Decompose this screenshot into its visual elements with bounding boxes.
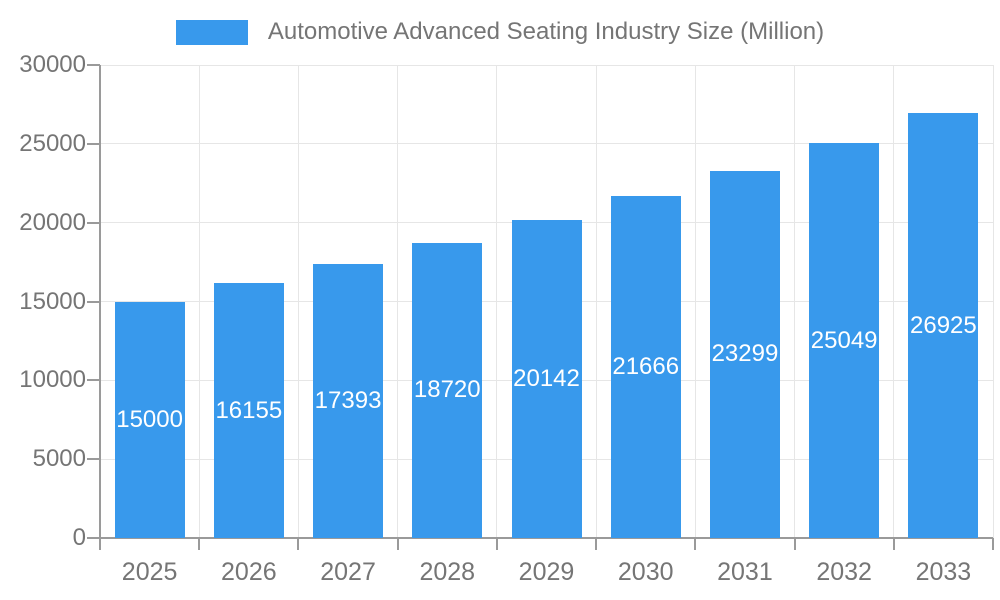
bar-2027[interactable]: 17393: [313, 263, 384, 538]
gridline-vertical: [198, 65, 200, 538]
y-tick-label: 15000: [19, 287, 86, 315]
legend-item[interactable]: Automotive Advanced Seating Industry Siz…: [0, 18, 1000, 46]
gridline-vertical: [794, 65, 796, 538]
bar-2026[interactable]: 16155: [213, 283, 284, 538]
gridline-vertical: [893, 65, 895, 538]
bar-value-label: 25049: [810, 326, 878, 354]
x-tick-label: 2032: [816, 558, 872, 586]
x-axis-tick: [892, 538, 895, 550]
x-tick-label: 2033: [915, 558, 972, 586]
gridline-vertical: [595, 65, 597, 538]
x-tick-label: 2026: [221, 558, 277, 586]
legend-swatch: [175, 19, 248, 45]
gridline-horizontal: [100, 143, 993, 145]
bar-2025[interactable]: 15000: [114, 301, 185, 538]
bar-value-label: 21666: [612, 353, 680, 381]
x-axis-line: [90, 537, 993, 539]
bar-value-label: 20142: [513, 365, 580, 393]
y-axis-tick: [87, 64, 100, 66]
bar-2031[interactable]: 23299: [709, 170, 780, 538]
x-tick-label: 2025: [121, 558, 178, 586]
x-axis-tick: [495, 538, 498, 550]
bar-2033[interactable]: 26925: [908, 113, 979, 538]
x-tick-label: 2028: [419, 558, 476, 586]
gridline-vertical: [992, 65, 994, 538]
gridline-horizontal: [100, 64, 993, 66]
x-axis-tick: [595, 538, 598, 550]
y-tick-label: 10000: [19, 366, 86, 394]
x-axis-tick: [793, 538, 796, 550]
x-tick-label: 2031: [717, 558, 773, 586]
chart-title: Automotive Advanced Seating Industry Siz…: [267, 18, 825, 45]
y-axis-tick: [87, 379, 100, 382]
x-tick-label: 2029: [518, 558, 575, 586]
y-tick-label: 25000: [19, 129, 86, 157]
bar-value-label: 26925: [910, 311, 977, 339]
bar-value-label: 15000: [116, 405, 183, 433]
bar-value-label: 23299: [711, 340, 779, 368]
y-axis-tick: [87, 300, 100, 303]
y-axis-tick: [87, 142, 100, 145]
y-tick-label: 5000: [32, 445, 86, 473]
bar-2028[interactable]: 18720: [412, 242, 483, 538]
y-axis-line: [99, 65, 101, 550]
bar-2030[interactable]: 21666: [610, 196, 681, 538]
x-axis-tick: [198, 538, 201, 550]
y-tick-label: 20000: [19, 208, 86, 236]
bar-2029[interactable]: 20142: [511, 220, 582, 538]
x-axis-tick: [297, 538, 300, 550]
bar-2032[interactable]: 25049: [809, 143, 880, 538]
y-axis-tick: [87, 221, 100, 224]
y-tick-label: 30000: [19, 51, 86, 78]
x-axis-tick: [396, 538, 399, 550]
bar-value-label: 17393: [314, 386, 382, 414]
bar-value-label: 18720: [413, 376, 481, 404]
gridline-vertical: [297, 65, 299, 538]
x-axis-tick: [992, 538, 994, 550]
x-axis-tick: [694, 538, 697, 550]
bar-value-label: 16155: [215, 396, 283, 424]
y-axis-tick: [87, 458, 100, 461]
gridline-vertical: [397, 65, 399, 538]
gridline-vertical: [496, 65, 498, 538]
x-tick-label: 2027: [320, 558, 376, 586]
y-tick-label: 0: [72, 524, 86, 551]
x-tick-label: 2030: [617, 558, 674, 586]
gridline-vertical: [694, 65, 696, 538]
